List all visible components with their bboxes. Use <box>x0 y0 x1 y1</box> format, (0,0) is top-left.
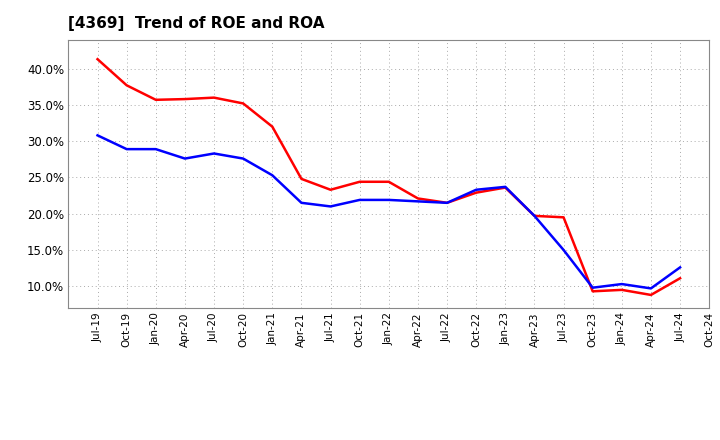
ROA <box>618 282 626 287</box>
ROA <box>239 156 248 161</box>
ROE <box>618 287 626 293</box>
ROA <box>268 172 276 178</box>
ROA <box>356 197 364 202</box>
ROA <box>413 199 422 204</box>
ROE <box>297 176 306 182</box>
ROA <box>501 184 510 190</box>
ROA <box>151 147 160 152</box>
ROE <box>151 97 160 103</box>
ROA <box>384 197 393 202</box>
ROE <box>356 179 364 184</box>
ROA <box>297 200 306 205</box>
ROE <box>647 292 655 297</box>
ROA <box>122 147 131 152</box>
ROA <box>210 151 218 156</box>
ROE <box>472 190 480 195</box>
ROE <box>210 95 218 100</box>
ROE <box>559 215 568 220</box>
ROE <box>588 289 597 294</box>
ROE <box>122 83 131 88</box>
ROA <box>647 286 655 291</box>
ROE <box>501 185 510 190</box>
ROA <box>676 265 685 270</box>
ROE <box>239 101 248 106</box>
ROA <box>326 204 335 209</box>
ROA <box>93 133 102 138</box>
Line: ROA: ROA <box>97 136 680 288</box>
ROE <box>93 57 102 62</box>
ROE <box>413 196 422 201</box>
ROE <box>676 275 685 281</box>
ROE <box>268 124 276 129</box>
ROE <box>443 200 451 205</box>
ROA <box>443 200 451 205</box>
ROA <box>559 247 568 253</box>
ROE <box>326 187 335 192</box>
Text: [4369]  Trend of ROE and ROA: [4369] Trend of ROE and ROA <box>68 16 325 32</box>
ROA <box>530 213 539 219</box>
ROE <box>384 179 393 184</box>
ROA <box>588 285 597 290</box>
ROA <box>472 187 480 192</box>
Line: ROE: ROE <box>97 59 680 295</box>
ROE <box>530 213 539 219</box>
ROA <box>181 156 189 161</box>
ROE <box>181 96 189 102</box>
